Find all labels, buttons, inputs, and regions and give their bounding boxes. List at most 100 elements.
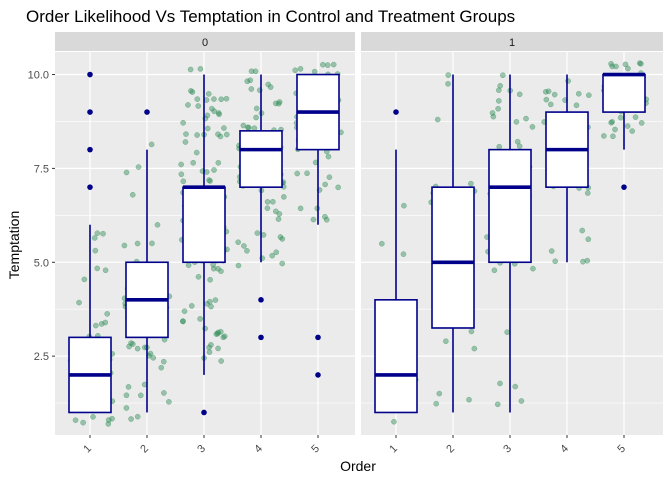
x-tick-label: 2 <box>444 443 457 456</box>
box-iqr <box>602 73 646 113</box>
jitter-point <box>205 90 212 97</box>
facet-strip-label: 1 <box>509 37 515 49</box>
jitter-point <box>322 213 328 220</box>
jitter-point <box>495 87 502 94</box>
jitter-point <box>121 242 128 249</box>
jitter-point <box>204 125 211 132</box>
x-tick-label: 4 <box>252 443 265 456</box>
jitter-point <box>218 268 224 275</box>
jitter-point <box>154 221 161 228</box>
jitter-point <box>137 392 144 399</box>
jitter-point <box>134 413 141 420</box>
outlier-point <box>87 71 93 78</box>
boxplot-1 <box>68 71 112 414</box>
jitter-point <box>91 235 98 241</box>
jitter-point <box>632 114 639 120</box>
jitter-point <box>495 105 501 112</box>
outlier-point <box>87 184 93 190</box>
jitter-point <box>223 131 230 138</box>
jitter-point <box>102 319 109 326</box>
jitter-point <box>218 358 225 364</box>
jitter-point <box>166 398 172 405</box>
jitter-point <box>72 417 79 424</box>
jitter-point <box>330 61 337 68</box>
jitter-point <box>617 114 624 121</box>
jitter-point <box>134 240 141 247</box>
jitter-point <box>244 78 251 85</box>
jitter-point <box>221 125 227 131</box>
jitter-point <box>181 308 188 315</box>
jitter-point <box>207 276 213 283</box>
jitter-point <box>244 247 250 254</box>
facet-strip <box>361 32 663 51</box>
jitter-point <box>90 413 96 420</box>
jitter-point <box>552 258 559 265</box>
jitter-point <box>514 138 521 145</box>
jitter-point <box>109 415 115 422</box>
jitter-point <box>93 322 99 329</box>
boxplot-4 <box>545 74 589 263</box>
jitter-point <box>297 66 304 72</box>
jitter-point <box>304 170 310 177</box>
jitter-point <box>100 230 106 237</box>
outlier-point <box>393 109 399 115</box>
jitter-point <box>322 181 329 188</box>
jitter-point <box>252 68 259 75</box>
boxplot-2 <box>431 74 475 413</box>
jitter-point <box>218 96 225 103</box>
jitter-point <box>129 191 136 198</box>
jitter-point <box>207 298 213 305</box>
jitter-point <box>195 273 202 280</box>
jitter-point <box>76 299 82 306</box>
facet-panels: 0 2.5 5.0 7.5 10.0 1 2 3 4 5 1 1 2 3 4 5 <box>28 32 663 455</box>
jitter-point <box>585 236 592 243</box>
jitter-point <box>182 139 189 145</box>
jitter-point <box>400 251 407 258</box>
jitter-point <box>523 115 529 122</box>
y-tick-label: 10.0 <box>28 70 49 82</box>
jitter-point <box>264 205 271 212</box>
jitter-point <box>123 392 130 399</box>
box-iqr <box>431 186 475 329</box>
chart-title: Order Likelihood Vs Temptation in Contro… <box>26 7 515 26</box>
jitter-point <box>197 316 203 322</box>
jitter-point <box>624 123 631 129</box>
jitter-point <box>277 234 284 240</box>
facet-strip-label: 0 <box>202 37 208 49</box>
jitter-point <box>608 119 615 126</box>
jitter-point <box>211 167 217 173</box>
jitter-point <box>129 341 136 347</box>
facet-panel-1: 1 <box>361 32 663 435</box>
outlier-point <box>621 184 627 190</box>
outlier-point <box>258 334 264 341</box>
jitter-point <box>147 350 154 357</box>
jitter-point <box>180 178 187 185</box>
jitter-point <box>183 131 189 137</box>
jitter-point <box>178 171 185 178</box>
x-tick-label: 4 <box>558 443 571 456</box>
jitter-point <box>279 260 286 267</box>
jitter-point <box>638 120 645 126</box>
jitter-point <box>195 103 202 109</box>
jitter-point <box>325 153 332 160</box>
jitter-point <box>264 199 271 205</box>
jitter-point <box>253 114 259 121</box>
box-iqr <box>488 148 532 264</box>
x-axis-title: Order <box>340 458 376 474</box>
jitter-point <box>125 384 132 390</box>
jitter-point <box>504 329 511 336</box>
jitter-point <box>324 62 331 68</box>
boxplot-1 <box>374 109 418 414</box>
boxplot-4 <box>239 74 283 341</box>
jitter-point <box>81 276 88 283</box>
jitter-point <box>445 80 451 87</box>
jitter-point <box>468 180 474 187</box>
jitter-point <box>207 178 213 184</box>
jitter-point <box>548 248 555 254</box>
jitter-point <box>499 72 506 79</box>
jitter-point <box>573 102 580 109</box>
jitter-point <box>80 419 86 426</box>
y-tick-label: 5.0 <box>34 257 49 269</box>
jitter-point <box>629 128 636 134</box>
